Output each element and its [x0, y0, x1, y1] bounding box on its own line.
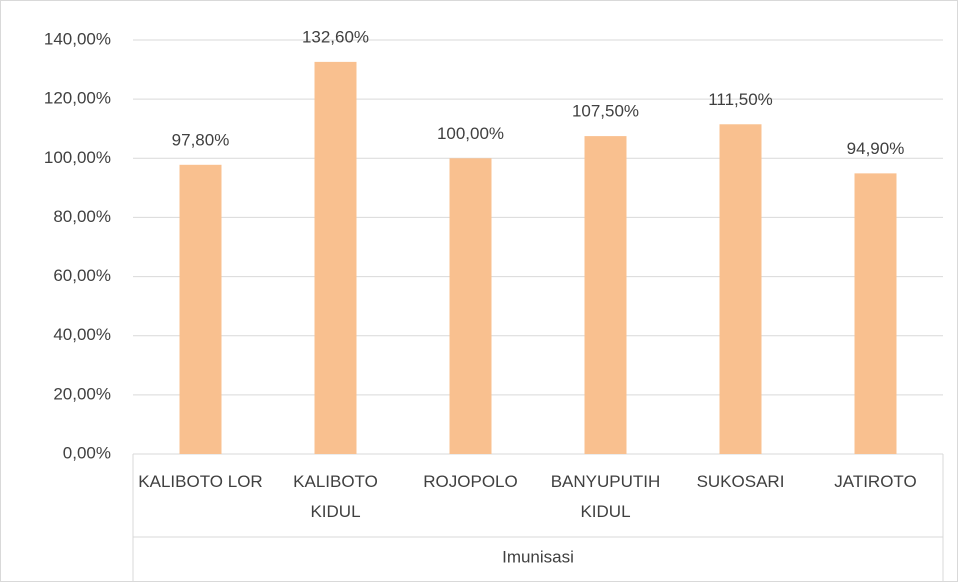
- data-label: 97,80%: [172, 130, 230, 149]
- x-tick-label: KALIBOTO KIDUL: [293, 472, 378, 521]
- bar: [314, 61, 357, 454]
- y-tick-label: 120,00%: [44, 89, 111, 108]
- x-axis-label: Imunisasi: [502, 547, 574, 566]
- y-tick-label: 100,00%: [44, 148, 111, 167]
- data-label: 107,50%: [572, 102, 639, 121]
- y-tick-label: 60,00%: [53, 266, 111, 285]
- x-tick-label: BANYUPUTIH KIDUL: [550, 472, 661, 521]
- y-tick-label: 0,00%: [63, 443, 111, 462]
- data-label: 94,90%: [847, 139, 905, 158]
- x-tick-label: JATIROTO: [834, 472, 917, 491]
- y-tick-label: 140,00%: [44, 29, 111, 48]
- y-tick-label: 40,00%: [53, 325, 111, 344]
- bar: [854, 173, 897, 455]
- y-tick-label: 80,00%: [53, 207, 111, 226]
- bar: [449, 158, 492, 455]
- data-label: 132,60%: [302, 27, 369, 46]
- bar: [584, 136, 627, 454]
- y-tick-label: 20,00%: [53, 384, 111, 403]
- bar: [719, 124, 762, 455]
- bar: [179, 164, 222, 454]
- x-tick-label: KALIBOTO LOR: [138, 472, 263, 491]
- data-label: 100,00%: [437, 124, 504, 143]
- x-tick-label: ROJOPOLO: [423, 472, 518, 491]
- x-tick-label: SUKOSARI: [696, 472, 785, 491]
- data-label: 111,50%: [708, 90, 773, 109]
